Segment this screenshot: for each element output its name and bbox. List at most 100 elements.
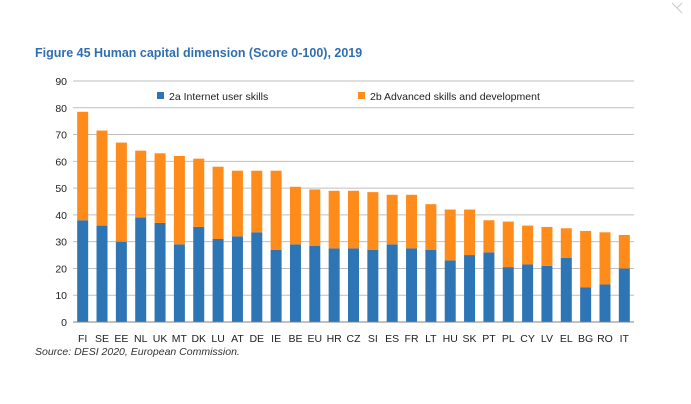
x-tick-label: CZ: [347, 333, 362, 345]
y-tick-label: 50: [55, 183, 67, 195]
y-tick-label: 70: [55, 130, 67, 142]
y-tick-label: 90: [55, 76, 67, 88]
bar-internet-user-skills-CY: [522, 264, 534, 322]
bar-advanced-skills-CZ: [348, 190, 359, 249]
legend-label-1: 2a Internet user skills: [169, 91, 268, 103]
x-tick-label: NL: [134, 333, 148, 345]
x-tick-label: MT: [172, 333, 188, 345]
corner-mark: [671, 2, 683, 14]
legend-label-2: 2b Advanced skills and development: [370, 91, 540, 103]
bar-internet-user-skills-ES: [386, 244, 398, 322]
y-tick-label: 80: [55, 103, 67, 115]
x-tick-label: SK: [463, 333, 477, 345]
bar-advanced-skills-BG: [580, 230, 592, 288]
y-axis: 0 10 20 30 40 50 60 70 80 90: [55, 76, 67, 329]
bar-advanced-skills-SE: [96, 130, 108, 226]
x-axis: FI SE EE NL UK MT DK LU AT DE IE BE EU HR CZ SI ES FR LT HU…: [73, 321, 634, 345]
bar-internet-user-skills-SI: [367, 249, 379, 322]
bar-internet-user-skills-UK: [154, 222, 166, 322]
bar-internet-user-skills-EL: [560, 257, 572, 322]
x-tick-label: IT: [620, 333, 630, 345]
legend-swatch-1: [157, 92, 164, 99]
bar-advanced-skills-MT: [173, 155, 185, 245]
x-tick-label: HR: [327, 333, 343, 345]
bar-internet-user-skills-PT: [483, 252, 495, 322]
bar-advanced-skills-UK: [154, 153, 166, 223]
x-tick-label: CY: [520, 333, 535, 345]
bar-advanced-skills-BE: [289, 186, 301, 245]
bar-advanced-skills-CY: [522, 225, 534, 265]
bar-internet-user-skills-DE: [251, 232, 263, 322]
bar-internet-user-skills-FI: [77, 220, 89, 322]
bar-advanced-skills-DE: [251, 170, 263, 233]
y-tick-label: 40: [55, 210, 67, 222]
bar-internet-user-skills-EE: [115, 241, 127, 322]
x-tick-label: BE: [288, 333, 302, 345]
x-tick-label: EL: [560, 333, 573, 345]
x-tick-label: DK: [191, 333, 206, 345]
bar-advanced-skills-IT: [618, 234, 630, 269]
bar-internet-user-skills-NL: [135, 217, 147, 322]
bar-internet-user-skills-SE: [96, 225, 108, 322]
x-tick-label: DE: [249, 333, 264, 345]
y-tick-label: 10: [55, 290, 67, 302]
x-tick-label: PT: [482, 333, 496, 345]
bar-internet-user-skills-SK: [464, 255, 476, 322]
x-tick-label: BG: [578, 333, 593, 345]
x-tick-label: FI: [78, 333, 87, 345]
bar-internet-user-skills-FR: [406, 248, 418, 322]
bar-internet-user-skills-IT: [618, 268, 630, 322]
bar-advanced-skills-NL: [135, 150, 147, 218]
bar-internet-user-skills-BG: [580, 287, 592, 322]
x-tick-label: EU: [308, 333, 323, 345]
bar-advanced-skills-DK: [193, 158, 205, 227]
bar-advanced-skills-EL: [560, 228, 572, 258]
bar-internet-user-skills-AT: [231, 236, 243, 322]
bar-internet-user-skills-IE: [270, 249, 282, 322]
bar-advanced-skills-IE: [270, 170, 282, 250]
bar-advanced-skills-ES: [386, 194, 398, 245]
bar-internet-user-skills-LV: [541, 265, 553, 322]
bar-advanced-skills-PL: [502, 221, 514, 268]
y-tick-label: 30: [55, 237, 67, 249]
y-tick-label: 20: [55, 263, 67, 275]
bar-advanced-skills-PT: [483, 220, 495, 253]
x-tick-label: EE: [114, 333, 128, 345]
x-tick-label: HU: [443, 333, 458, 345]
bar-advanced-skills-LT: [425, 204, 437, 250]
bar-advanced-skills-LV: [541, 226, 553, 266]
x-tick-label: RO: [597, 333, 613, 345]
bar-internet-user-skills-MT: [173, 244, 185, 322]
bar-internet-user-skills-BE: [289, 244, 301, 322]
x-tick-label: SE: [95, 333, 109, 345]
bar-advanced-skills-FR: [406, 194, 418, 249]
bar-advanced-skills-AT: [231, 170, 243, 237]
bar-internet-user-skills-LU: [212, 238, 224, 322]
x-tick-label: ES: [385, 333, 399, 345]
bar-advanced-skills-HU: [444, 209, 456, 261]
bar-internet-user-skills-PL: [502, 267, 514, 322]
y-tick-label: 0: [61, 317, 67, 329]
x-tick-label: AT: [231, 333, 244, 345]
y-tick-label: 60: [55, 156, 67, 168]
bar-internet-user-skills-LT: [425, 249, 437, 322]
bar-advanced-skills-HR: [328, 190, 340, 249]
x-tick-label: PL: [502, 333, 515, 345]
chart-title: Figure 45 Human capital dimension (Score…: [35, 46, 363, 60]
bar-internet-user-skills-RO: [599, 284, 611, 322]
x-tick-label: LT: [425, 333, 437, 345]
bar-internet-user-skills-HR: [328, 248, 340, 322]
x-tick-label: IE: [271, 333, 281, 345]
bar-advanced-skills-LU: [212, 166, 224, 239]
bar-internet-user-skills-CZ: [348, 248, 359, 322]
x-tick-label: SI: [368, 333, 378, 345]
x-tick-label: LV: [541, 333, 553, 345]
bar-advanced-skills-FI: [77, 111, 89, 221]
legend-swatch-2: [358, 92, 365, 99]
bar-internet-user-skills-DK: [193, 226, 205, 322]
bar-advanced-skills-SI: [367, 192, 379, 250]
x-tick-label: UK: [153, 333, 168, 345]
x-tick-label: LU: [211, 333, 224, 345]
x-tick-label: FR: [405, 333, 419, 345]
bar-advanced-skills-SK: [464, 209, 476, 256]
